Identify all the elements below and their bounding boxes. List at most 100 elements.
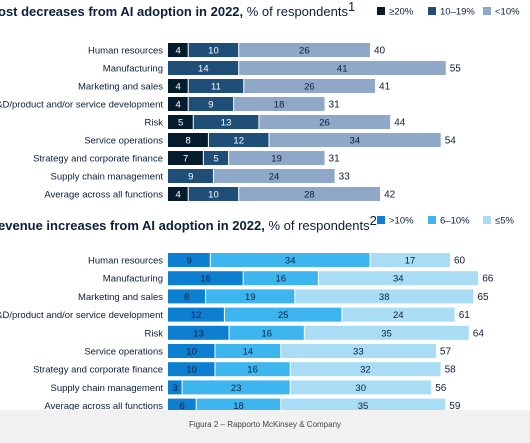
category-label: Manufacturing (103, 274, 163, 285)
total-value-label: 66 (482, 274, 494, 285)
bar-segment (238, 43, 370, 57)
total-value-label: 59 (449, 401, 461, 410)
bar-segment (341, 307, 455, 322)
segment-value-label: 26 (299, 46, 310, 57)
segment-value-label: 9 (208, 100, 213, 111)
segment-value-label: 12 (191, 310, 202, 321)
bar-segment (203, 151, 229, 165)
bar-segment (233, 97, 325, 111)
segment-value-label: 34 (350, 136, 361, 147)
total-value-label: 44 (394, 118, 406, 129)
bar-segment (168, 151, 204, 165)
bar-segment (213, 169, 335, 183)
category-label: Human resources (88, 256, 163, 267)
bar-segment (243, 271, 319, 286)
bar-segment (280, 344, 436, 358)
segment-value-label: 23 (231, 383, 242, 394)
total-value-label: 40 (374, 46, 386, 57)
segment-value-label: 13 (221, 118, 232, 129)
segment-value-label: 9 (188, 172, 193, 183)
bar-segment (238, 61, 446, 75)
bar-segment (215, 362, 291, 377)
bar-segment (168, 61, 239, 75)
bar-segment (168, 307, 225, 322)
legend-swatch (377, 216, 385, 224)
segment-value-label: 19 (271, 154, 282, 165)
segment-value-label: 11 (211, 82, 221, 93)
category-label: Service operations (84, 347, 163, 358)
segment-value-label: 4 (175, 46, 180, 57)
segment-value-label: 5 (213, 154, 218, 165)
legend-label: ≤5% (495, 216, 514, 227)
category-label: Marketing and sales (78, 82, 163, 93)
segment-value-label: 4 (175, 82, 180, 93)
bar-segment (318, 271, 479, 286)
segment-value-label: 9 (187, 256, 192, 267)
chart-canvas: ost decreases from AI adoption in 2022, … (0, 0, 520, 410)
bar-segment (196, 398, 281, 410)
segment-value-label: 5 (178, 118, 183, 129)
legend-swatch (483, 216, 491, 224)
bar-segment (168, 97, 189, 111)
segment-value-label: 30 (355, 383, 366, 394)
category-label: Supply chain management (51, 172, 164, 183)
segment-value-label: 10 (186, 365, 197, 376)
segment-value-label: 34 (393, 274, 404, 285)
legend-label: 6–10% (440, 216, 470, 227)
segment-value-label: 14 (243, 347, 254, 358)
segment-value-label: 26 (319, 118, 330, 129)
bar-segment (229, 325, 305, 340)
chart-subtitle: % of respondents (268, 218, 370, 233)
segment-value-label: 12 (233, 136, 244, 147)
category-label: Service operations (84, 136, 163, 147)
category-label: Average across all functions (44, 401, 163, 410)
total-value-label: 61 (459, 310, 471, 321)
bar-segment (168, 79, 189, 93)
caption-bar: Figura 2 – Rapporto McKinsey & Company (0, 410, 530, 443)
segment-value-label: 28 (304, 190, 315, 201)
bar-segment (188, 187, 239, 201)
segment-value-label: 35 (358, 401, 369, 410)
segment-value-label: 4 (175, 100, 180, 111)
figure-caption: Figura 2 – Rapporto McKinsey & Company (188, 420, 342, 429)
chart-title: evenue increases from AI adoption in 202… (0, 213, 377, 233)
bar-segment (188, 43, 239, 57)
bar-segment (168, 289, 206, 304)
segment-value-label: 6 (179, 401, 184, 410)
bar-segment (258, 115, 391, 129)
category-label: Risk (145, 118, 164, 129)
segment-value-label: 7 (183, 154, 188, 165)
segment-value-label: 18 (233, 401, 244, 410)
segment-value-label: 16 (261, 328, 272, 339)
segment-value-label: 41 (337, 64, 348, 75)
total-value-label: 64 (473, 328, 485, 339)
bar-segment (193, 115, 259, 129)
bar-segment (208, 133, 269, 147)
bar-segment (168, 380, 183, 395)
bar-segment (168, 43, 189, 57)
segment-value-label: 13 (193, 328, 204, 339)
segment-value-label: 33 (353, 347, 364, 358)
bar-segment (182, 380, 291, 395)
legend-swatch (428, 7, 436, 15)
bar-segment (168, 169, 214, 183)
segment-value-label: 24 (393, 310, 404, 321)
total-value-label: 57 (440, 347, 452, 358)
legend-swatch (377, 7, 385, 15)
bar-segment (188, 79, 244, 93)
bar-segment (228, 151, 325, 165)
chart-title-footnote: 2 (370, 213, 377, 228)
legend-label: 10–19% (440, 7, 475, 18)
bar-segment (168, 187, 189, 201)
category-label: Supply chain management (51, 383, 164, 394)
category-label: Marketing and sales (78, 292, 163, 303)
total-value-label: 42 (384, 190, 396, 201)
bar-segment (168, 271, 244, 286)
segment-value-label: 8 (184, 292, 189, 303)
bar-segment (168, 362, 215, 377)
total-value-label: 60 (454, 256, 466, 267)
category-label: Risk (145, 328, 164, 339)
segment-value-label: 14 (198, 64, 209, 75)
segment-value-label: 24 (269, 172, 280, 183)
